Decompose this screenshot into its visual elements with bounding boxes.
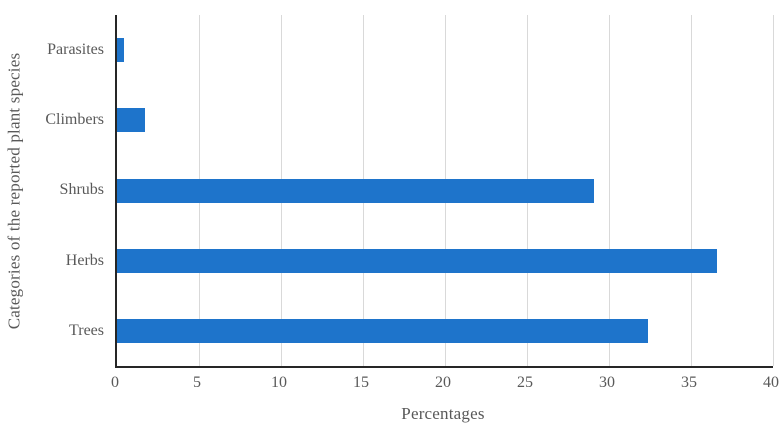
bar-shrubs xyxy=(117,178,595,203)
x-tick-label-35: 35 xyxy=(681,374,697,391)
category-label-herbs: Herbs xyxy=(65,251,104,269)
x-tick-label-15: 15 xyxy=(353,374,369,391)
bar-climbers xyxy=(117,108,145,133)
bar-herbs xyxy=(117,248,718,273)
bar-parasites xyxy=(117,38,124,63)
x-axis-ticks: 0 5 10 15 20 25 30 35 40 xyxy=(111,374,779,396)
x-tick-label-5: 5 xyxy=(193,374,201,391)
x-tick-label-25: 25 xyxy=(517,374,533,391)
x-tick-label-0: 0 xyxy=(111,374,119,391)
bar-trees xyxy=(117,318,649,343)
x-axis-title-text: Percentages xyxy=(401,404,485,423)
x-tick-label-40: 40 xyxy=(763,374,779,391)
gridline-35 xyxy=(690,15,692,366)
x-tick-label-30: 30 xyxy=(599,374,615,391)
x-tick-label-10: 10 xyxy=(271,374,287,391)
gridline-30 xyxy=(608,15,610,366)
gridline-40 xyxy=(772,15,774,366)
category-axis: Parasites Climbers Shrubs Herbs Trees xyxy=(18,15,104,366)
x-axis-title: Percentages xyxy=(115,404,771,424)
category-label-climbers: Climbers xyxy=(45,111,104,129)
category-label-trees: Trees xyxy=(69,321,104,339)
category-label-shrubs: Shrubs xyxy=(59,181,104,199)
category-label-parasites: Parasites xyxy=(47,41,104,59)
plot-area xyxy=(115,15,774,368)
x-tick-label-20: 20 xyxy=(435,374,451,391)
